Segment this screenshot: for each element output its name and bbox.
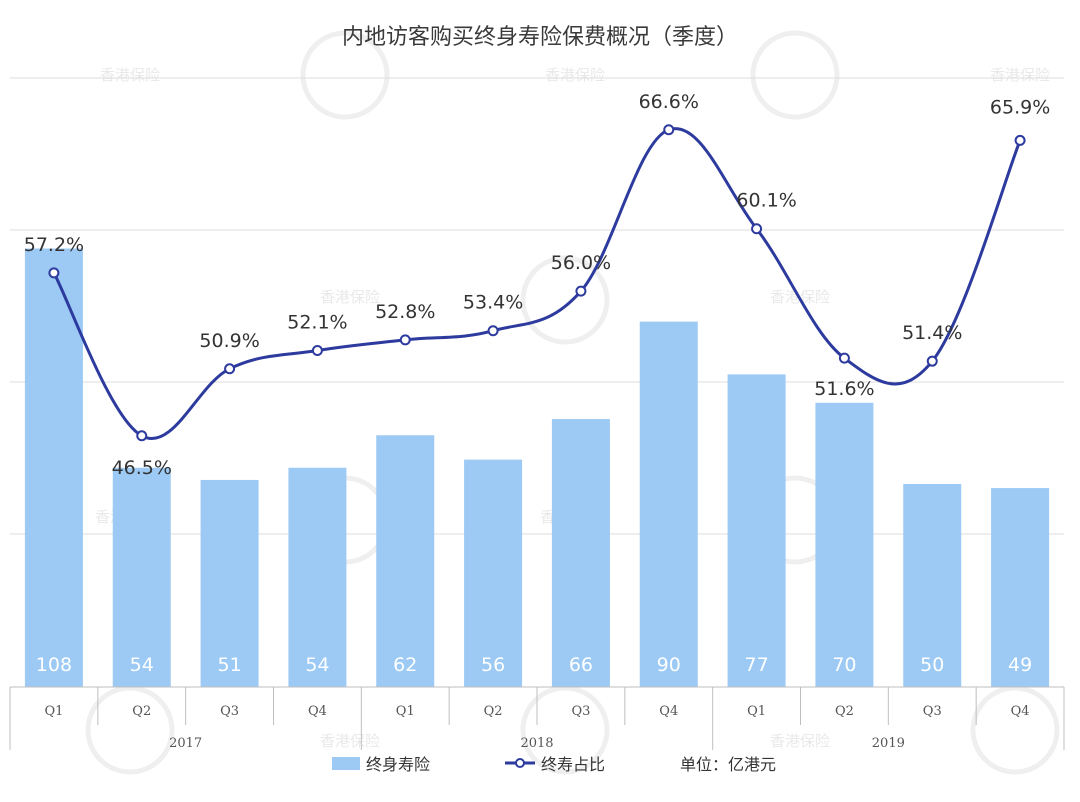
x-group-label: 2017 [169, 736, 202, 751]
watermark-seal [970, 685, 1060, 775]
legend-line-marker [515, 758, 525, 768]
bar [551, 419, 610, 687]
bar-value-label: 62 [393, 654, 417, 676]
watermark-text: 香港保险 [320, 288, 380, 306]
line-value-label: 52.8% [375, 301, 435, 323]
line-point [224, 363, 236, 375]
line-value-label: 53.4% [463, 292, 523, 314]
x-tick-label: Q4 [1011, 704, 1030, 719]
bar-value-label: 66 [569, 654, 593, 676]
x-tick-label: Q1 [747, 704, 766, 719]
bar [464, 459, 523, 687]
line-value-label: 65.9% [990, 96, 1050, 118]
watermark-seal [300, 30, 390, 120]
bar [815, 402, 874, 687]
bar [200, 479, 259, 687]
bar [991, 488, 1050, 687]
x-tick-label: Q3 [923, 704, 942, 719]
watermark-text: 香港保险 [100, 66, 160, 84]
bar [24, 248, 83, 687]
line-point [663, 124, 675, 136]
watermark-seal [520, 255, 610, 345]
bar-series [24, 248, 1050, 687]
line-point [575, 285, 587, 297]
bar [903, 484, 962, 687]
x-tick-label: Q3 [220, 704, 239, 719]
line-point [136, 430, 148, 442]
line-point [838, 352, 850, 364]
x-tick-label: Q2 [484, 704, 503, 719]
category-axis: Q1 Q2 Q3 Q4 Q1 Q2 Q3 Q4 Q1 Q2 Q3 Q4 2017 2018 2019 [9, 686, 1065, 751]
line-point [926, 355, 938, 367]
bar [288, 467, 347, 687]
bar-value-label: 77 [744, 654, 768, 676]
x-tick-label: Q2 [835, 704, 854, 719]
x-tick-label: Q2 [132, 704, 151, 719]
bar-value-label: 54 [305, 654, 329, 676]
line-value-labels: 57.2% 46.5% 50.9% 52.1% 52.8% 53.4% 56.0% 66.6%… [24, 91, 1051, 479]
legend-line-label: 终寿占比 [541, 755, 605, 774]
line-point [751, 223, 763, 235]
line-value-label: 56.0% [551, 252, 611, 274]
line-point [311, 345, 323, 357]
bar-value-label: 108 [36, 654, 72, 676]
watermark-seal [520, 685, 610, 775]
legend: 终身寿险 终寿占比 单位：亿港元 [332, 755, 776, 774]
line-value-label: 66.6% [639, 91, 699, 113]
x-tick-label: Q1 [44, 704, 63, 719]
line-point [399, 334, 411, 346]
line-value-label: 51.6% [814, 378, 874, 400]
bar [639, 321, 698, 687]
line-value-label: 60.1% [736, 190, 796, 212]
bar-value-label: 49 [1008, 654, 1032, 676]
chart-title: 内地访客购买终身寿险保费概况（季度） [342, 25, 738, 50]
bar-value-label: 51 [217, 654, 241, 676]
x-tick-label: Q1 [396, 704, 415, 719]
line-value-label: 57.2% [24, 234, 84, 256]
legend-bar-label: 终身寿险 [366, 755, 430, 774]
x-tick-label: Q4 [659, 704, 678, 719]
line-value-label: 50.9% [199, 330, 259, 352]
x-group-label: 2019 [872, 736, 905, 751]
line-point [487, 325, 499, 337]
x-group-label: 2018 [520, 736, 553, 751]
legend-bar-swatch [332, 757, 360, 770]
watermark-text: 香港保险 [545, 66, 605, 84]
bar-value-label: 56 [481, 654, 505, 676]
watermark-text: 香港保险 [990, 66, 1050, 84]
watermark-text: 香港保险 [320, 732, 380, 750]
line-value-label: 46.5% [112, 457, 172, 479]
watermark-seal [85, 685, 175, 775]
bar-value-label: 54 [130, 654, 154, 676]
bar-value-label: 50 [920, 654, 944, 676]
bar-value-label: 90 [657, 654, 681, 676]
watermark-seal [750, 30, 840, 120]
unit-note: 单位：亿港元 [680, 755, 776, 774]
line-path [52, 127, 1022, 440]
x-tick-label: Q4 [308, 704, 327, 719]
line-point [48, 267, 60, 279]
line-series [48, 124, 1026, 442]
x-tick-label: Q3 [571, 704, 590, 719]
bar [376, 435, 435, 687]
bar [727, 374, 786, 687]
bar [112, 467, 171, 687]
watermark-text: 香港保险 [770, 732, 830, 750]
line-value-label: 52.1% [287, 312, 347, 334]
bar-value-label: 70 [832, 654, 856, 676]
line-value-label: 51.4% [902, 322, 962, 344]
bar-value-labels: 108 54 51 54 62 56 66 90 77 70 50 49 [36, 654, 1032, 676]
line-point [1014, 134, 1026, 146]
